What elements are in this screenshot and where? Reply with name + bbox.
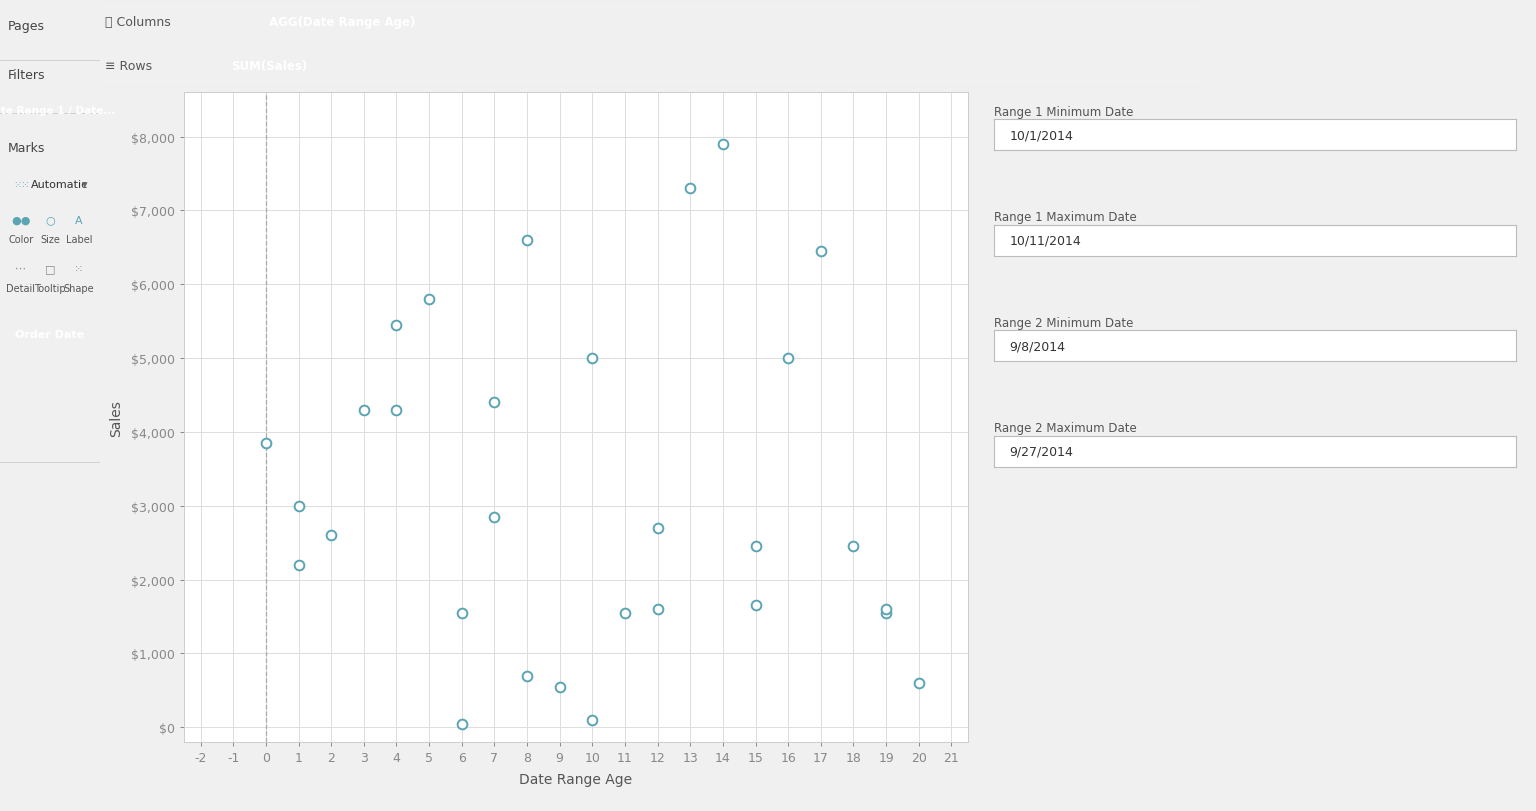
- Text: Range 2 Minimum Date: Range 2 Minimum Date: [994, 316, 1134, 329]
- Y-axis label: Sales: Sales: [109, 399, 123, 436]
- Point: [515, 669, 539, 682]
- Text: ⁙: ⁙: [74, 264, 84, 274]
- Point: [581, 352, 605, 365]
- Text: Range 1 Minimum Date: Range 1 Minimum Date: [994, 105, 1134, 118]
- Text: Range 2 Maximum Date: Range 2 Maximum Date: [994, 422, 1137, 435]
- Point: [711, 139, 736, 152]
- Text: AGG(Date Range Age): AGG(Date Range Age): [269, 15, 415, 29]
- Text: Detail: Detail: [6, 284, 35, 294]
- Text: Date Range 1 / Date...: Date Range 1 / Date...: [0, 106, 115, 116]
- Point: [906, 676, 931, 689]
- Point: [384, 404, 409, 417]
- Point: [286, 559, 310, 572]
- Point: [352, 404, 376, 417]
- Point: [482, 511, 507, 524]
- Text: Order Date: Order Date: [15, 330, 84, 340]
- Point: [645, 521, 670, 534]
- Point: [450, 717, 475, 730]
- Text: ⦿ Columns: ⦿ Columns: [106, 15, 170, 29]
- Point: [416, 294, 441, 307]
- Point: [842, 540, 866, 553]
- Text: 9/8/2014: 9/8/2014: [1009, 340, 1066, 353]
- Text: Shape: Shape: [65, 284, 94, 294]
- Text: Color: Color: [8, 235, 34, 245]
- Point: [874, 607, 899, 620]
- Point: [743, 599, 768, 612]
- Text: Automatic: Automatic: [31, 179, 88, 190]
- Point: [515, 234, 539, 247]
- Text: Filters: Filters: [8, 69, 46, 82]
- Point: [547, 680, 571, 693]
- Text: A: A: [75, 215, 83, 225]
- Point: [776, 352, 800, 365]
- Point: [286, 500, 310, 513]
- Point: [384, 319, 409, 332]
- Point: [743, 540, 768, 553]
- Text: 10/11/2014: 10/11/2014: [1009, 234, 1081, 247]
- Text: 9/27/2014: 9/27/2014: [1009, 445, 1074, 458]
- Point: [808, 245, 833, 258]
- Text: ≡ Rows: ≡ Rows: [106, 60, 152, 74]
- Point: [319, 529, 344, 542]
- Text: ⁙⁙: ⁙⁙: [14, 179, 29, 190]
- Text: ○: ○: [45, 215, 55, 225]
- Text: Size: Size: [40, 235, 60, 245]
- Text: Label: Label: [66, 235, 92, 245]
- Point: [645, 603, 670, 616]
- Point: [253, 437, 278, 450]
- Text: □: □: [45, 264, 55, 274]
- Text: Marks: Marks: [8, 142, 46, 155]
- Text: SUM(Sales): SUM(Sales): [230, 60, 307, 74]
- Text: ⋯: ⋯: [14, 330, 23, 340]
- X-axis label: Date Range Age: Date Range Age: [519, 772, 633, 787]
- Point: [581, 714, 605, 727]
- Text: 10/1/2014: 10/1/2014: [1009, 129, 1074, 142]
- Point: [677, 182, 702, 195]
- Point: [450, 607, 475, 620]
- Text: Pages: Pages: [8, 20, 45, 33]
- Text: ▾: ▾: [81, 179, 88, 190]
- Point: [482, 397, 507, 410]
- Text: Tooltip: Tooltip: [34, 284, 66, 294]
- Point: [613, 607, 637, 620]
- Text: ⋯: ⋯: [15, 264, 26, 274]
- Point: [874, 603, 899, 616]
- Text: Range 1 Maximum Date: Range 1 Maximum Date: [994, 211, 1137, 224]
- Text: ●●: ●●: [11, 215, 31, 225]
